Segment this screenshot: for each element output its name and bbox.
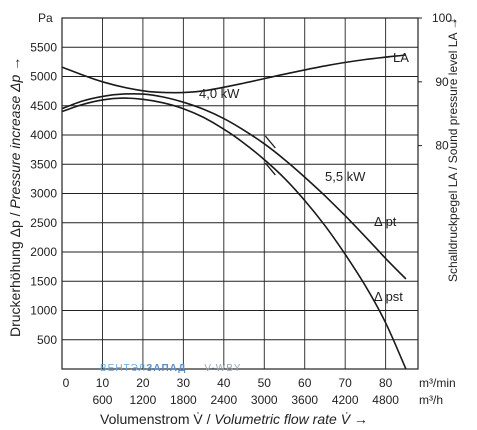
watermark-part3: V-WBY bbox=[204, 363, 241, 374]
x-tick-label-m3min: 70 bbox=[339, 376, 353, 390]
y-tick-label: 3000 bbox=[30, 187, 57, 201]
x-ticks: 0 10 20 30 40 50 60 70 80 600 1200 1800 2400 3000 3600… bbox=[63, 376, 400, 407]
x-tick-label-m3min: 0 bbox=[63, 376, 70, 390]
operating-point-markers bbox=[264, 135, 276, 176]
x-tick-label-m3min: 30 bbox=[177, 376, 191, 390]
y-axis-title-de: Druckerhöhung Δp / bbox=[7, 209, 23, 337]
x-tick-label-m3h: 1200 bbox=[130, 393, 157, 407]
y-tick-label: 500 bbox=[37, 333, 57, 347]
y2-tick-label: 90 bbox=[435, 75, 449, 89]
plot-frame bbox=[61, 17, 419, 370]
x-tick-label-m3h: 3600 bbox=[291, 393, 318, 407]
x-unit-m3min: m³/min bbox=[419, 376, 456, 390]
x-tick-label-m3h: 4200 bbox=[332, 393, 359, 407]
label-power-4kw: 4,0 kW bbox=[199, 86, 240, 101]
label-dpt: Δ pt bbox=[374, 214, 397, 229]
curve-sound-level bbox=[61, 54, 406, 94]
label-la: LA bbox=[393, 50, 409, 65]
curve-total-pressure bbox=[61, 92, 407, 280]
y-ticks: 500 1000 1500 2000 2500 3000 3500 4000 4500 5000 5… bbox=[30, 40, 57, 347]
curves bbox=[61, 54, 407, 370]
x-tick-label-m3h: 4800 bbox=[372, 393, 399, 407]
y-unit-label: Pa bbox=[38, 11, 53, 25]
x-tick-label-m3min: 60 bbox=[298, 376, 312, 390]
y-tick-label: 3500 bbox=[30, 157, 57, 171]
y-tick-label: 2000 bbox=[30, 245, 57, 259]
operating-point-mark bbox=[264, 135, 276, 149]
watermark-part2: ЗАПАД bbox=[146, 363, 186, 374]
y-tick-label: 2500 bbox=[30, 216, 57, 230]
x-tick-label-m3h: 2400 bbox=[210, 393, 237, 407]
watermark-part1: ВЕНТЭЛ bbox=[100, 363, 146, 374]
y-tick-label: 4000 bbox=[30, 128, 57, 142]
y2-tick-label: 100 bbox=[432, 11, 452, 25]
y2-ticks: 100 90 80 bbox=[418, 11, 452, 153]
x-tick-label-m3h: 1800 bbox=[170, 393, 197, 407]
y-tick-label: 5500 bbox=[30, 40, 57, 54]
y2-axis-title: Schalldruckpegel LA / Sound pressure lev… bbox=[446, 18, 460, 282]
x-tick-label-m3min: 50 bbox=[258, 376, 272, 390]
y-tick-label: 1000 bbox=[30, 304, 57, 318]
y-axis-title: Druckerhöhung Δp / Pressure increase Δp … bbox=[7, 57, 23, 337]
x-tick-label-m3min: 10 bbox=[96, 376, 110, 390]
x-axis-title-de: Volumenstrom V̇ / bbox=[100, 411, 214, 427]
x-axis-title-en: Volumetric flow rate V̇ → bbox=[214, 411, 368, 427]
x-tick-label-m3min: 80 bbox=[379, 376, 393, 390]
y2-tick-label: 80 bbox=[435, 139, 449, 153]
operating-point-mark bbox=[264, 162, 276, 176]
y-tick-label: 5000 bbox=[30, 70, 57, 84]
y-tick-label: 4500 bbox=[30, 99, 57, 113]
y-tick-label: 1500 bbox=[30, 274, 57, 288]
x-tick-label-m3h: 3000 bbox=[251, 393, 278, 407]
x-axis-title: Volumenstrom V̇ / Volumetric flow rate V… bbox=[100, 411, 368, 427]
label-power-5kw: 5,5 kW bbox=[325, 169, 366, 184]
curve-static-pressure bbox=[61, 97, 407, 370]
grid bbox=[62, 18, 418, 369]
y2-axis-arrow: → bbox=[446, 11, 459, 26]
x-tick-label-m3min: 40 bbox=[217, 376, 231, 390]
y-axis-title-en: Pressure increase Δp → bbox=[7, 57, 23, 209]
x-unit-m3h: m³/h bbox=[419, 393, 443, 407]
label-dpst: Δ pst bbox=[374, 289, 403, 304]
watermark: ВЕНТЭЛЗАПАД V-WBY bbox=[100, 363, 242, 374]
x-tick-label-m3min: 20 bbox=[136, 376, 150, 390]
x-tick-label-m3h: 600 bbox=[92, 393, 112, 407]
